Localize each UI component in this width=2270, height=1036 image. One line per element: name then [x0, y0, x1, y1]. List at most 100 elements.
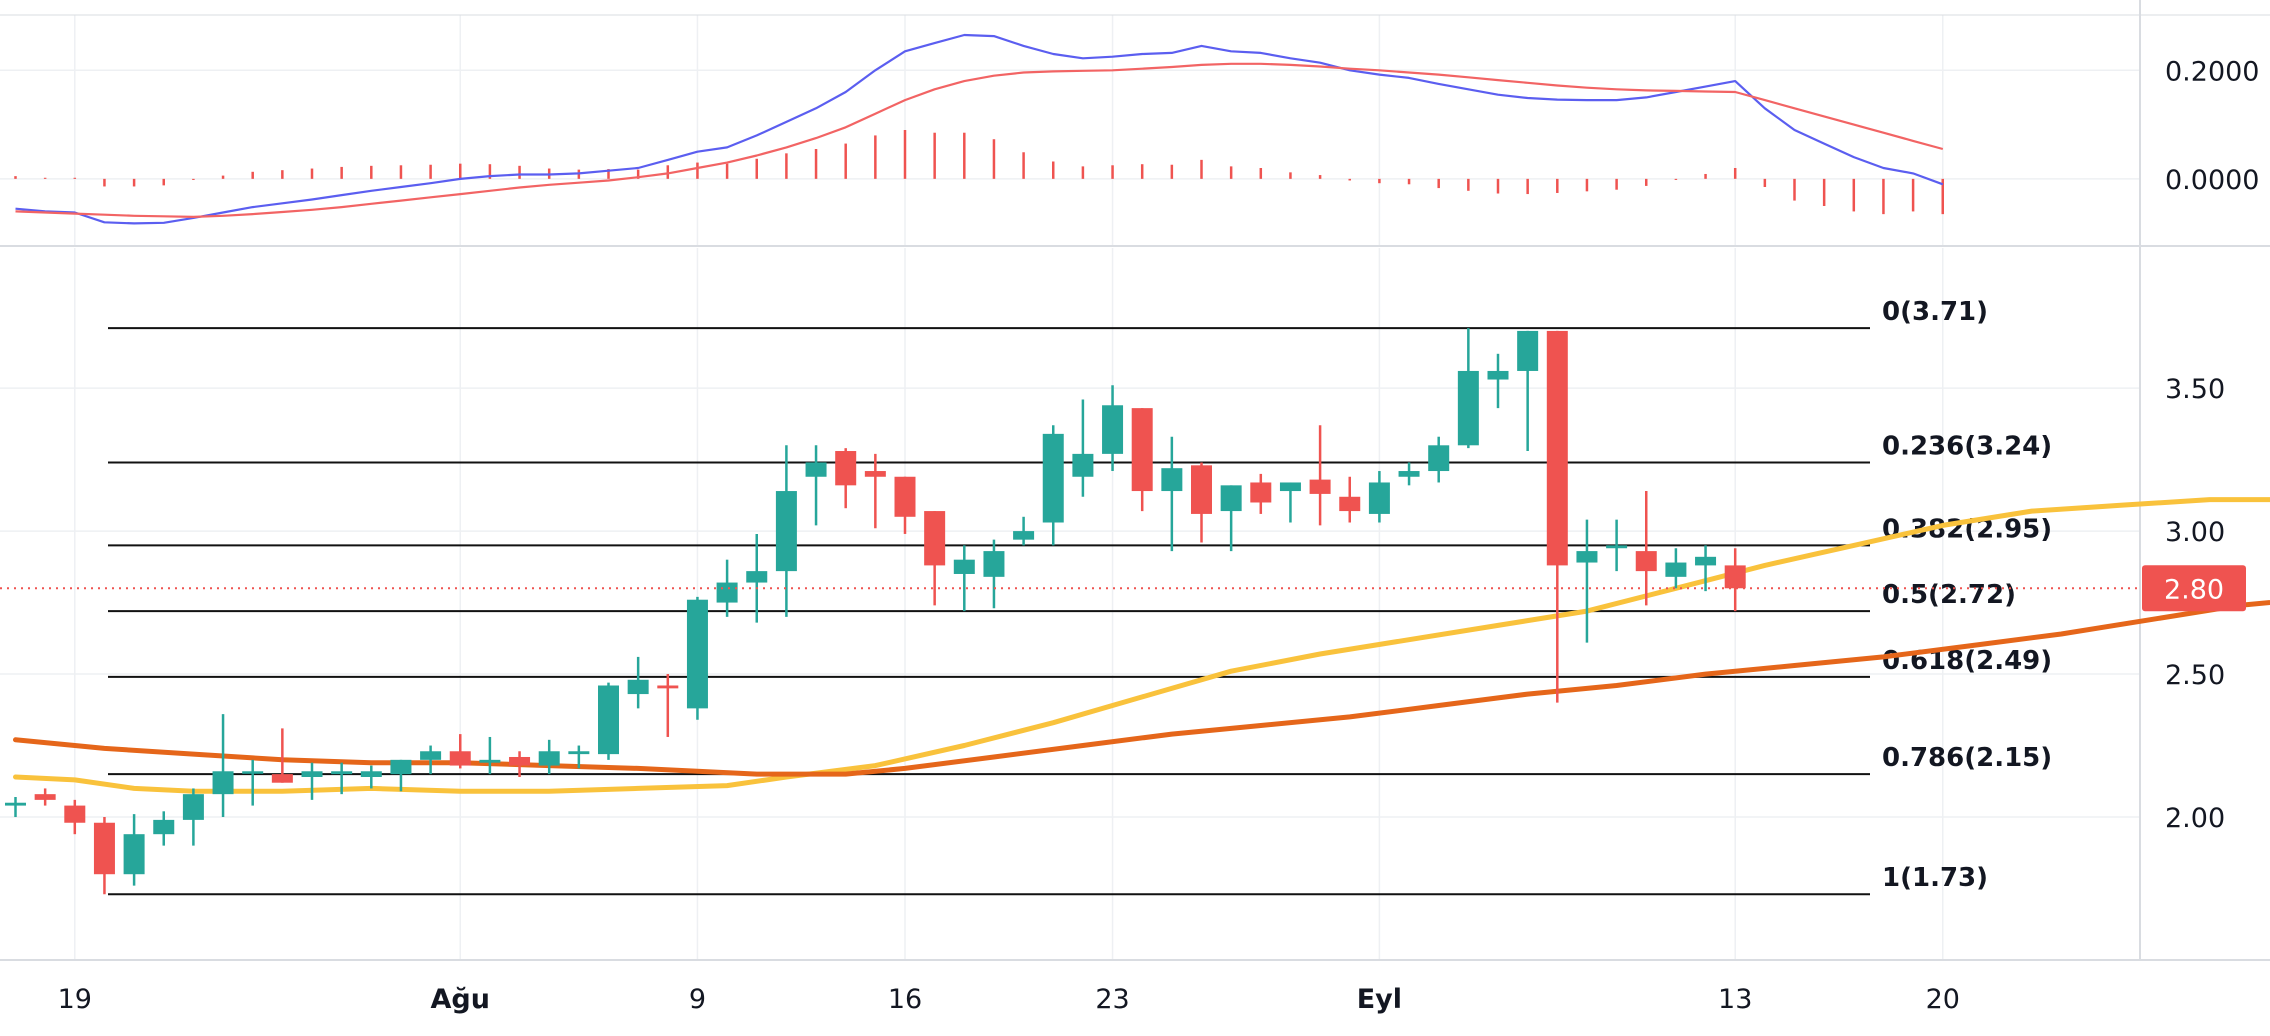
candle-body — [420, 751, 441, 760]
candle-up — [776, 445, 797, 617]
candle-body — [983, 551, 1004, 577]
candle-body — [1695, 557, 1716, 566]
candle-body — [509, 757, 530, 766]
candle-up — [717, 560, 738, 617]
candle-body — [1547, 331, 1568, 565]
candle-body — [1161, 468, 1182, 491]
candle-up — [1072, 400, 1093, 497]
candle-body — [361, 771, 382, 777]
candle-up — [1576, 520, 1597, 643]
candle-down — [1132, 408, 1153, 511]
candle-up — [954, 545, 975, 611]
time-axis-tick-label: Eyl — [1357, 984, 1402, 1015]
candle-down — [1339, 477, 1360, 523]
candle-body — [5, 803, 26, 806]
candle-up — [1369, 471, 1390, 522]
candle-body — [1458, 371, 1479, 445]
fib-level-label: 0.236(3.24) — [1882, 431, 2052, 461]
candle-body — [1043, 434, 1064, 523]
signal-line — [16, 64, 1943, 217]
candle-up — [1665, 548, 1686, 588]
candle-up — [1606, 520, 1627, 571]
candle-body — [1072, 454, 1093, 477]
time-axis-tick-label: 20 — [1926, 984, 1960, 1015]
candle-body — [806, 462, 827, 476]
macd-axis-tick-label: 0.0000 — [2165, 165, 2259, 196]
candle-down — [835, 448, 856, 508]
time-axis-tick-label: 13 — [1718, 984, 1752, 1015]
time-axis-tick-label: Ağu — [431, 984, 490, 1015]
candle-body — [628, 680, 649, 694]
candle-down — [865, 454, 886, 528]
candle-up — [479, 737, 500, 774]
candle-body — [153, 820, 174, 834]
candle-body — [450, 751, 471, 765]
candle-body — [124, 834, 145, 874]
fib-level-label: 0.786(2.15) — [1882, 743, 2052, 773]
candle-body — [390, 760, 411, 774]
fib-level-label: 0.5(2.72) — [1882, 580, 2016, 610]
candle-body — [1399, 471, 1420, 477]
price-axis-tick-label: 2.00 — [2165, 803, 2225, 834]
price-axis-tick-label: 3.00 — [2165, 517, 2225, 548]
candle-body — [1310, 480, 1331, 494]
fib-level-label: 1(1.73) — [1882, 863, 1988, 893]
candle-body — [94, 823, 115, 874]
candle-up — [242, 760, 263, 806]
candle-body — [331, 771, 352, 774]
candle-up — [1102, 385, 1123, 471]
macd-line — [16, 35, 1943, 223]
candle-body — [242, 771, 263, 774]
candle-down — [509, 751, 530, 777]
candle-body — [598, 685, 619, 754]
candle-up — [1043, 425, 1064, 545]
candle-body — [35, 794, 56, 800]
time-axis-tick-label: 9 — [689, 984, 706, 1015]
time-axis-tick-label: 23 — [1095, 984, 1129, 1015]
candle-body — [1250, 482, 1271, 502]
candle-body — [717, 583, 738, 603]
macd-axis-tick-label: 0.2000 — [2165, 56, 2259, 87]
candle-body — [183, 794, 204, 820]
candle-down — [1310, 425, 1331, 525]
candle-up — [687, 597, 708, 720]
candle-body — [1517, 331, 1538, 371]
candle-up — [124, 814, 145, 885]
candle-up — [598, 683, 619, 760]
candle-down — [895, 477, 916, 534]
candle-body — [213, 771, 234, 794]
candle-up — [390, 760, 411, 791]
candle-body — [568, 751, 589, 754]
candle-body — [1102, 405, 1123, 454]
candle-body — [1221, 485, 1242, 511]
candle-up — [628, 657, 649, 708]
time-axis-tick-label: 19 — [58, 984, 92, 1015]
candle-down — [924, 511, 945, 605]
candle-body — [1013, 531, 1034, 540]
candle-up — [183, 788, 204, 845]
candle-up — [806, 445, 827, 525]
candle-up — [213, 714, 234, 817]
candle-body — [539, 751, 560, 765]
candle-body — [479, 760, 500, 763]
candle-up — [361, 766, 382, 789]
fib-level-label: 0.618(2.49) — [1882, 646, 2052, 676]
candle-down — [35, 788, 56, 805]
candle-body — [687, 600, 708, 709]
candle-up — [1280, 482, 1301, 522]
candle-body — [1636, 551, 1657, 571]
grid — [0, 15, 2140, 960]
candle-body — [924, 511, 945, 565]
candle-body — [895, 477, 916, 517]
candle-up — [1221, 485, 1242, 551]
candle-down — [272, 728, 293, 782]
candle-body — [1191, 465, 1212, 514]
candle-up — [983, 540, 1004, 609]
fibonacci-levels: 0(3.71)0.236(3.24)0.382(2.95)0.5(2.72)0.… — [108, 297, 2052, 894]
candle-down — [657, 674, 678, 737]
candle-up — [5, 797, 26, 817]
candle-body — [954, 560, 975, 574]
